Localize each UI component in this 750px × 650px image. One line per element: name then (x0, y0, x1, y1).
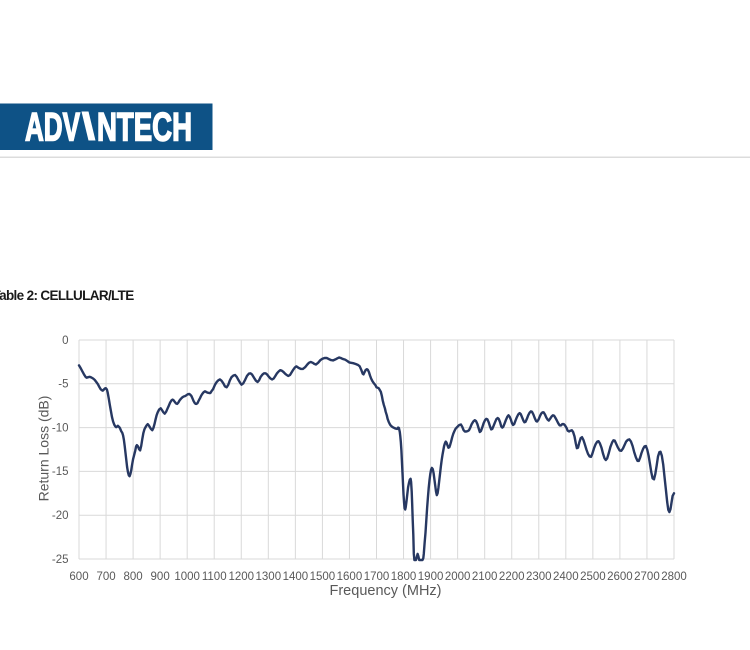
svg-text:800: 800 (123, 571, 142, 583)
svg-text:900: 900 (151, 571, 170, 583)
svg-text:-20: -20 (52, 510, 69, 522)
svg-text:ADV: ADV (25, 106, 80, 150)
svg-text:-15: -15 (52, 466, 69, 478)
svg-text:Frequency (MHz): Frequency (MHz) (330, 583, 442, 599)
svg-text:2000: 2000 (445, 571, 471, 583)
svg-text:2100: 2100 (472, 571, 498, 583)
svg-text:2300: 2300 (526, 571, 552, 583)
svg-text:2400: 2400 (553, 571, 579, 583)
svg-text:2200: 2200 (499, 571, 525, 583)
svg-text:-25: -25 (52, 554, 69, 566)
svg-text:600: 600 (69, 571, 88, 583)
svg-text:2800: 2800 (661, 571, 687, 583)
svg-text:1500: 1500 (310, 571, 336, 583)
svg-text:1400: 1400 (283, 571, 309, 583)
svg-text:-5: -5 (58, 379, 68, 391)
svg-text:2700: 2700 (634, 571, 660, 583)
svg-text:Return Loss (dB): Return Loss (dB) (36, 396, 52, 502)
svg-text:1800: 1800 (391, 571, 417, 583)
svg-text:2500: 2500 (580, 571, 606, 583)
svg-text:1000: 1000 (174, 571, 200, 583)
svg-text:-10: -10 (52, 422, 69, 434)
svg-text:NTECH: NTECH (97, 106, 192, 150)
svg-text:1200: 1200 (228, 571, 254, 583)
svg-text:0: 0 (62, 335, 68, 347)
svg-text:1700: 1700 (364, 571, 390, 583)
svg-text:700: 700 (96, 571, 115, 583)
svg-text:Table 2: CELLULAR/LTE: Table 2: CELLULAR/LTE (0, 288, 134, 303)
svg-text:2600: 2600 (607, 571, 633, 583)
svg-text:1900: 1900 (418, 571, 444, 583)
svg-text:1100: 1100 (202, 571, 227, 583)
svg-text:1300: 1300 (256, 571, 282, 583)
svg-text:1600: 1600 (337, 571, 363, 583)
